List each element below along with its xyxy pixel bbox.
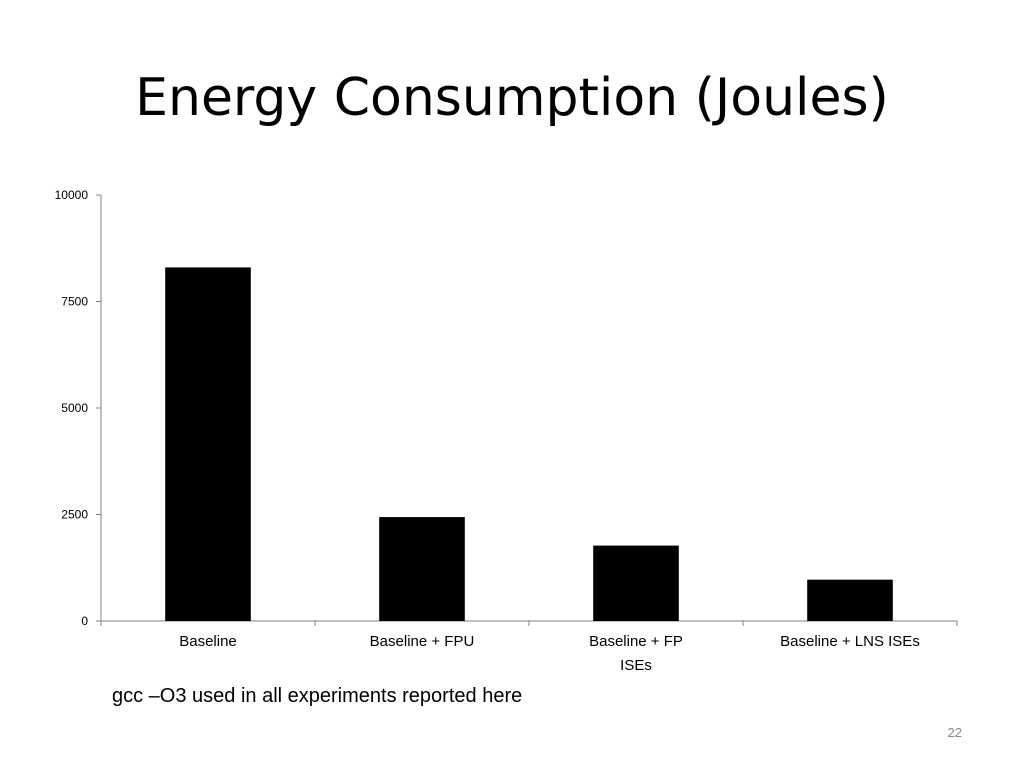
x-category-label: Baseline + FP — [589, 633, 683, 650]
x-category-label: ISEs — [620, 657, 652, 674]
x-category-label: Baseline + LNS ISEs — [780, 633, 920, 650]
slide-number: 22 — [947, 725, 962, 740]
x-category-label: Baseline — [179, 633, 237, 650]
bar — [593, 545, 679, 621]
x-category-label: Baseline + FPU — [370, 633, 475, 650]
y-tick-label: 2500 — [61, 508, 88, 522]
y-tick-label: 7500 — [61, 295, 88, 309]
footnote: gcc –O3 used in all experiments reported… — [112, 685, 523, 707]
chart-labels: 0 2500 5000 7500 10000 Baseline Baseline + FPU… — [55, 188, 920, 674]
slide-title: Energy Consumption (Joules) — [135, 68, 889, 128]
bar — [807, 579, 893, 621]
chart-bars — [165, 267, 893, 621]
y-tick-label: 0 — [81, 614, 88, 628]
y-tick-label: 5000 — [61, 401, 88, 415]
y-tick-label: 10000 — [55, 188, 89, 202]
bar — [379, 517, 465, 621]
bar — [165, 267, 251, 621]
